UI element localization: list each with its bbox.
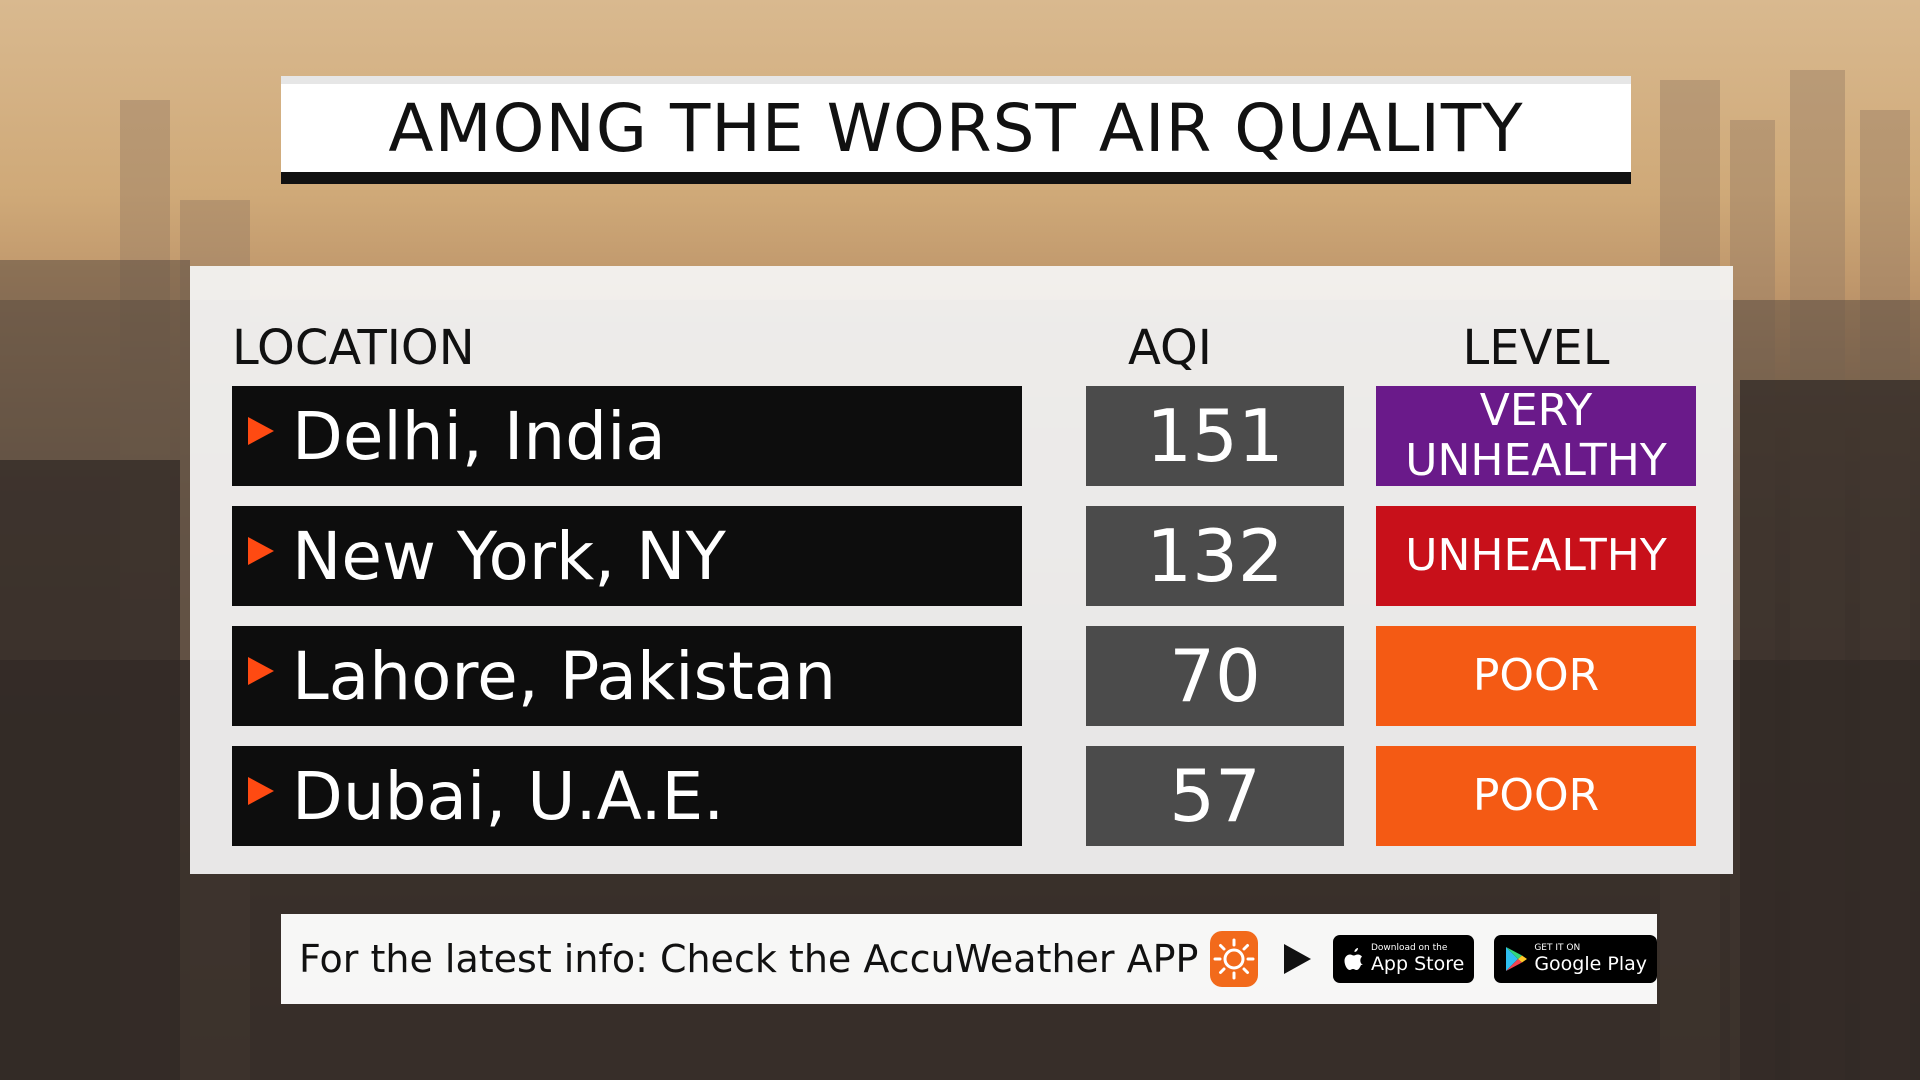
column-header-aqi: AQI bbox=[1128, 320, 1212, 376]
table-row: Dubai, U.A.E. 57 POOR bbox=[190, 746, 1733, 846]
column-header-level: LEVEL bbox=[1462, 320, 1610, 376]
level-label-line1: POOR bbox=[1472, 650, 1600, 701]
location-name: Delhi, India bbox=[292, 397, 666, 475]
aqi-value: 57 bbox=[1169, 754, 1261, 838]
arrow-right-icon bbox=[1283, 944, 1311, 974]
app-store-big-text: App Store bbox=[1370, 953, 1465, 975]
column-header-location: LOCATION bbox=[232, 320, 475, 376]
level-label-line2: UNHEALTHY bbox=[1405, 435, 1667, 486]
location-cell: Dubai, U.A.E. bbox=[232, 746, 1022, 846]
title-banner: AMONG THE WORST AIR QUALITY bbox=[281, 76, 1631, 184]
table-row: Lahore, Pakistan 70 POOR bbox=[190, 626, 1733, 726]
location-cell: Lahore, Pakistan bbox=[232, 626, 1022, 726]
table-row: New York, NY 132 UNHEALTHY bbox=[190, 506, 1733, 606]
level-badge: UNHEALTHY bbox=[1376, 506, 1696, 606]
aqi-cell: 57 bbox=[1086, 746, 1344, 846]
google-play-badge[interactable]: GET IT ON Google Play bbox=[1494, 935, 1657, 983]
play-bullet-icon bbox=[248, 777, 274, 805]
location-cell: New York, NY bbox=[232, 506, 1022, 606]
level-label-line1: VERY bbox=[1479, 385, 1593, 436]
level-badge: VERY UNHEALTHY bbox=[1376, 386, 1696, 486]
level-badge: POOR bbox=[1376, 746, 1696, 846]
footer-text: For the latest info: Check the AccuWeath… bbox=[299, 937, 1199, 981]
level-label-line1: UNHEALTHY bbox=[1405, 530, 1667, 581]
aqi-cell: 70 bbox=[1086, 626, 1344, 726]
table-row: Delhi, India 151 VERY UNHEALTHY bbox=[190, 386, 1733, 486]
aqi-value: 70 bbox=[1169, 634, 1261, 718]
google-play-icon bbox=[1506, 947, 1528, 971]
play-bullet-icon bbox=[248, 417, 274, 445]
location-name: Dubai, U.A.E. bbox=[292, 757, 725, 835]
google-play-small-text: GET IT ON bbox=[1534, 943, 1581, 953]
aqi-value: 132 bbox=[1146, 514, 1284, 598]
app-store-small-text: Download on the bbox=[1370, 943, 1448, 953]
level-label-line1: POOR bbox=[1472, 770, 1600, 821]
app-store-badge[interactable]: Download on the App Store bbox=[1332, 935, 1475, 983]
aqi-cell: 132 bbox=[1086, 506, 1344, 606]
aqi-cell: 151 bbox=[1086, 386, 1344, 486]
accuweather-sun-icon bbox=[1210, 931, 1258, 987]
aqi-value: 151 bbox=[1146, 394, 1284, 478]
level-badge: POOR bbox=[1376, 626, 1696, 726]
location-name: New York, NY bbox=[292, 517, 726, 595]
apple-icon bbox=[1344, 948, 1363, 970]
location-name: Lahore, Pakistan bbox=[292, 637, 837, 715]
location-cell: Delhi, India bbox=[232, 386, 1022, 486]
google-play-big-text: Google Play bbox=[1534, 953, 1647, 975]
page-title: AMONG THE WORST AIR QUALITY bbox=[388, 89, 1524, 167]
footer-promo-bar: For the latest info: Check the AccuWeath… bbox=[281, 914, 1657, 1004]
sun-icon bbox=[1213, 938, 1255, 980]
play-bullet-icon bbox=[248, 537, 274, 565]
air-quality-table: LOCATION AQI LEVEL Delhi, India 151 VERY… bbox=[190, 266, 1733, 874]
play-bullet-icon bbox=[248, 657, 274, 685]
